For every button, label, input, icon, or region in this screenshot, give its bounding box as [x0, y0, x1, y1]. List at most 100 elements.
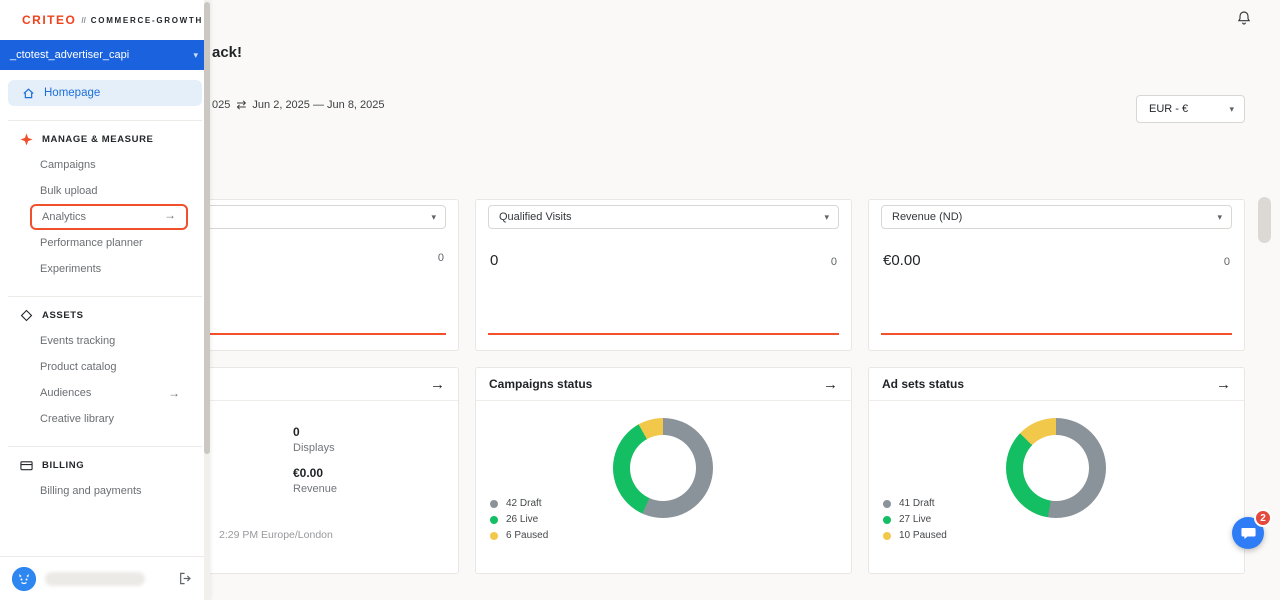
legend-item: 41 Draft: [883, 498, 947, 509]
chart-legend: 41 Draft 27 Live 10 Paused: [883, 498, 947, 541]
page-scrollbar-thumb[interactable]: [1258, 197, 1271, 243]
stat-value: €0.00: [293, 466, 337, 480]
sidebar-item-audiences[interactable]: Audiences →: [0, 380, 210, 406]
last-updated-text: 2:29 PM Europe/London: [219, 529, 333, 541]
stat-label: Displays: [293, 442, 337, 454]
ad-sets-status-card: Ad sets status → 41 Draft 27 Live 10 Pau…: [868, 367, 1245, 574]
welcome-heading: ack!: [212, 44, 242, 61]
sidebar-item-performance-planner[interactable]: Performance planner: [0, 230, 210, 256]
user-avatar[interactable]: [12, 567, 36, 591]
legend-dot-paused: [490, 532, 498, 540]
chevron-down-icon: ▾: [824, 212, 829, 223]
live-stats: 0 Displays €0.00 Revenue: [293, 425, 337, 495]
legend-label: 42 Draft: [506, 498, 542, 509]
sidebar-item-homepage[interactable]: Homepage: [8, 80, 202, 106]
metric-card: Revenue (ND) ▾ €0.00 0: [868, 199, 1245, 351]
legend-dot-draft: [490, 500, 498, 508]
assets-icon: [20, 309, 33, 322]
logout-icon[interactable]: [179, 572, 192, 585]
legend-item: 6 Paused: [490, 530, 548, 541]
sidebar-scrollbar[interactable]: [204, 0, 210, 600]
sidebar-item-label: Analytics: [42, 211, 86, 223]
sidebar: CRITEO // COMMERCE-GROWTH _ctotest_adver…: [0, 0, 210, 600]
sidebar-item-creative-library[interactable]: Creative library: [0, 406, 210, 432]
current-period-label: Jun 2, 2025 — Jun 8, 2025: [252, 99, 384, 111]
legend-item: 42 Draft: [490, 498, 548, 509]
section-assets: ASSETS: [0, 302, 210, 328]
legend-label: 27 Live: [899, 514, 931, 525]
sidebar-item-label: Experiments: [40, 263, 101, 275]
currency-value: EUR - €: [1149, 103, 1188, 115]
section-title-label: ASSETS: [42, 310, 84, 321]
advertiser-name: _ctotest_advertiser_capi: [10, 49, 129, 61]
section-title-label: BILLING: [42, 460, 84, 471]
date-range-row[interactable]: 025 ⇄ Jun 2, 2025 — Jun 8, 2025: [212, 98, 385, 112]
stat-revenue: €0.00 Revenue: [293, 466, 337, 495]
chat-unread-badge: 2: [1254, 509, 1272, 527]
metric-card: Qualified Visits ▾ 0 0: [475, 199, 852, 351]
sidebar-item-label: Billing and payments: [40, 485, 142, 497]
legend-label: 26 Live: [506, 514, 538, 525]
metric-value: 0: [490, 252, 498, 269]
campaigns-status-card: Campaigns status → 42 Draft 26 Live 6 Pa…: [475, 367, 852, 574]
metric-secondary-value: 0: [831, 256, 837, 268]
sidebar-item-label: Homepage: [44, 87, 100, 99]
legend-dot-paused: [883, 532, 891, 540]
manage-measure-icon: [20, 133, 33, 146]
sidebar-item-bulk-upload[interactable]: Bulk upload: [0, 178, 210, 204]
chevron-down-icon: ▾: [431, 212, 436, 223]
submenu-arrow-icon: →: [168, 380, 180, 406]
metric-dropdown-label: Revenue (ND): [892, 211, 962, 223]
metric-secondary-value: 0: [438, 252, 444, 264]
sidebar-item-label: Campaigns: [40, 159, 96, 171]
sidebar-item-label: Events tracking: [40, 335, 115, 347]
billing-icon: [20, 459, 33, 472]
legend-dot-live: [883, 516, 891, 524]
stat-value: 0: [293, 425, 337, 439]
legend-dot-draft: [883, 500, 891, 508]
home-icon: [22, 87, 35, 100]
legend-item: 26 Live: [490, 514, 548, 525]
sidebar-item-label: Performance planner: [40, 237, 143, 249]
legend-item: 27 Live: [883, 514, 947, 525]
sidebar-scrollbar-thumb[interactable]: [204, 2, 210, 454]
app-root: ack! 025 ⇄ Jun 2, 2025 — Jun 8, 2025 EUR…: [0, 0, 1280, 600]
stat-displays: 0 Displays: [293, 425, 337, 454]
donut-chart: [1006, 418, 1106, 518]
metric-dropdown-label: Qualified Visits: [499, 211, 572, 223]
brand-logo: CRITEO // COMMERCE-GROWTH: [0, 0, 210, 40]
metric-value: €0.00: [883, 252, 921, 269]
legend-dot-live: [490, 516, 498, 524]
sidebar-item-events-tracking[interactable]: Events tracking: [0, 328, 210, 354]
submenu-arrow-icon: →: [164, 204, 176, 226]
user-name-redacted: [45, 572, 145, 586]
chevron-down-icon: ▾: [193, 50, 198, 61]
sidebar-item-campaigns[interactable]: Campaigns: [0, 152, 210, 178]
criteo-logo: CRITEO: [22, 13, 76, 27]
section-manage-measure: MANAGE & MEASURE: [0, 126, 210, 152]
sidebar-item-experiments[interactable]: Experiments: [0, 256, 210, 282]
sidebar-item-label: Creative library: [40, 413, 114, 425]
sidebar-item-billing-and-payments[interactable]: Billing and payments: [0, 478, 210, 504]
currency-selector[interactable]: EUR - € ▾: [1136, 95, 1245, 123]
brand-separator: //: [81, 16, 85, 25]
open-details-arrow-icon[interactable]: →: [1216, 376, 1231, 393]
card-header: Campaigns status →: [476, 368, 851, 401]
metric-values: 0 0: [490, 252, 837, 269]
advertiser-selector[interactable]: _ctotest_advertiser_capi ▾: [0, 40, 210, 70]
metric-secondary-value: 0: [1224, 256, 1230, 268]
previous-period-fragment: 025: [212, 99, 230, 111]
divider: [8, 446, 202, 447]
sparkline: [488, 333, 839, 335]
metric-dropdown[interactable]: Qualified Visits ▾: [488, 205, 839, 229]
sidebar-item-analytics[interactable]: Analytics →: [30, 204, 188, 230]
open-details-arrow-icon[interactable]: →: [823, 376, 838, 393]
legend-label: 10 Paused: [899, 530, 947, 541]
section-title-label: MANAGE & MEASURE: [42, 134, 153, 145]
section-billing: BILLING: [0, 452, 210, 478]
sidebar-item-product-catalog[interactable]: Product catalog: [0, 354, 210, 380]
sparkline: [881, 333, 1232, 335]
open-details-arrow-icon[interactable]: →: [430, 376, 445, 393]
metric-dropdown[interactable]: Revenue (ND) ▾: [881, 205, 1232, 229]
notifications-bell-icon[interactable]: [1236, 10, 1252, 26]
